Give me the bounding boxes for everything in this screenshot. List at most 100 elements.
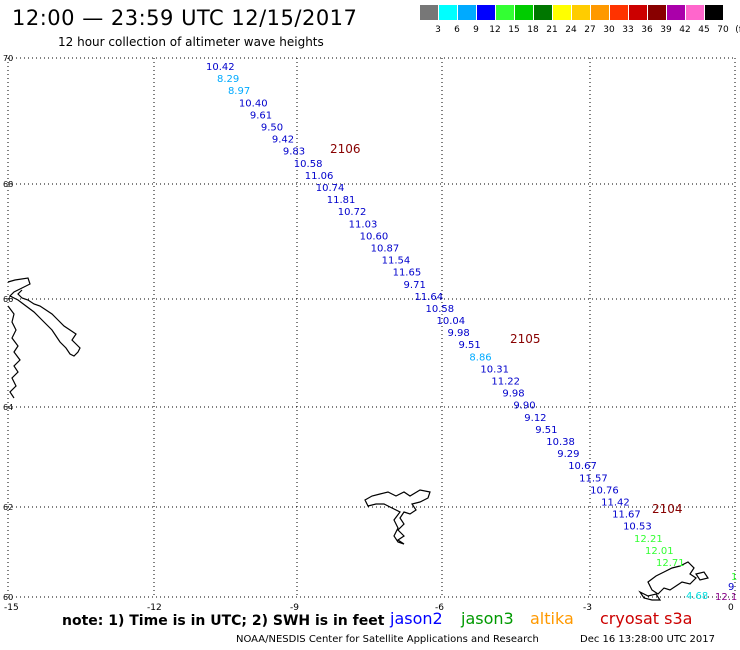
lon-label: 0 [728, 603, 734, 613]
lon-label: -15 [4, 603, 19, 613]
swh-value: 9.90 [513, 401, 535, 412]
legend-label: 12 [489, 25, 501, 35]
legend-swatch [439, 5, 457, 20]
swh-value: 10.31 [480, 364, 509, 375]
swh-value: 9.29 [557, 449, 579, 460]
note-text: note: 1) Time is in UTC; 2) SWH is in fe… [62, 613, 385, 629]
lat-label: 64 [3, 403, 13, 412]
swh-value: 9.98 [502, 389, 524, 400]
swh-value: 9 [728, 582, 734, 593]
legend-label: 9 [473, 25, 479, 35]
legend-label: 33 [622, 25, 634, 35]
satellite-label: altika [530, 609, 574, 628]
swh-value: 11.22 [491, 377, 520, 388]
satellite-label: cryosat s3a [600, 609, 693, 628]
swh-value: 10.60 [360, 231, 389, 242]
legend-label: 36 [641, 25, 653, 35]
legend-swatch [458, 5, 476, 20]
lon-label: -12 [147, 603, 162, 613]
lat-label: 62 [3, 503, 13, 512]
legend-swatch [420, 5, 438, 20]
track-id: 2106 [330, 142, 361, 156]
swh-value: 10.04 [436, 316, 465, 327]
legend-label: 42 [679, 25, 691, 35]
legend-swatch [648, 5, 666, 20]
swh-value: 10.40 [239, 98, 268, 109]
swh-value: 10.87 [371, 243, 400, 254]
legend-label: 3 [435, 25, 441, 35]
swh-value: 8.97 [228, 86, 250, 97]
legend-label: 30 [603, 25, 615, 35]
legend-swatch [477, 5, 495, 20]
swh-value: 9.12 [524, 413, 546, 424]
swh-value: 10.74 [316, 183, 345, 194]
legend-swatch [686, 5, 704, 20]
swh-value: 9.98 [447, 328, 469, 339]
coastlines [7, 277, 709, 601]
satellite-label: jason2 [390, 609, 443, 628]
swh-value: 9.83 [283, 147, 305, 158]
swh-value: 11.81 [327, 195, 356, 206]
swh-value: 10.38 [546, 437, 575, 448]
swh-value: 12.01 [645, 546, 674, 557]
swh-value: 11.03 [349, 219, 378, 230]
legend-label: 27 [584, 25, 596, 35]
legend-label: 39 [660, 25, 672, 35]
legend-label: (ft) [735, 25, 740, 35]
swh-value: 10.42 [206, 62, 235, 73]
swh-value: 10.53 [623, 522, 652, 533]
swh-value: 4.68 [686, 591, 708, 602]
legend-swatch [496, 5, 514, 20]
swh-value: 10.67 [568, 461, 597, 472]
lat-label: 68 [3, 180, 13, 189]
swh-value: 8.86 [469, 352, 491, 363]
swh-value: 9.51 [535, 425, 557, 436]
legend-label: 18 [527, 25, 539, 35]
iceland-coast [7, 277, 81, 399]
swh-value: 11.65 [393, 268, 422, 279]
lat-label: 70 [3, 54, 13, 63]
legend-label: 45 [698, 25, 710, 35]
lat-label: 60 [3, 593, 13, 602]
swh-value: 10.58 [426, 304, 455, 315]
legend-label: 24 [565, 25, 577, 35]
swh-value: 9.61 [250, 110, 272, 121]
track-id: 2104 [652, 502, 683, 516]
swh-value: 10.72 [338, 207, 367, 218]
footer-timestamp: Dec 16 13:28:00 UTC 2017 [580, 634, 715, 645]
swh-value: 8.29 [217, 74, 239, 85]
legend-swatch [629, 5, 647, 20]
lon-label: -6 [435, 603, 444, 613]
map-title: 12:00 — 23:59 UTC 12/15/2017 [12, 6, 358, 30]
legend-label: 6 [454, 25, 460, 35]
legend-swatch [705, 5, 723, 20]
swh-value: 12.71 [656, 558, 685, 569]
legend-label: 70 [717, 25, 729, 35]
swh-value: 11.64 [415, 292, 444, 303]
legend-swatch [667, 5, 685, 20]
legend-swatch [591, 5, 609, 20]
swh-value: 9.51 [458, 340, 480, 351]
swh-value: 10.76 [590, 485, 619, 496]
legend-swatch [572, 5, 590, 20]
swh-value: 1 [731, 572, 737, 583]
swh-value: 12.21 [634, 534, 663, 545]
lon-label: -9 [290, 603, 299, 613]
swh-value: 11.67 [612, 510, 641, 521]
legend-label: 15 [508, 25, 520, 35]
satellite-label: jason3 [461, 609, 514, 628]
legend-swatch [515, 5, 533, 20]
lat-label: 66 [3, 295, 13, 304]
track-id: 2105 [510, 332, 541, 346]
map-subtitle: 12 hour collection of altimeter wave hei… [58, 35, 324, 49]
shetland-islands [638, 561, 709, 601]
swh-value: 12.1 [715, 592, 737, 603]
swh-value: 11.57 [579, 473, 608, 484]
faroe-islands [364, 489, 431, 545]
swh-value: 10.58 [294, 159, 323, 170]
legend-swatch [610, 5, 628, 20]
legend-swatch [534, 5, 552, 20]
swh-value: 9.71 [404, 280, 426, 291]
swh-value: 11.42 [601, 498, 630, 509]
